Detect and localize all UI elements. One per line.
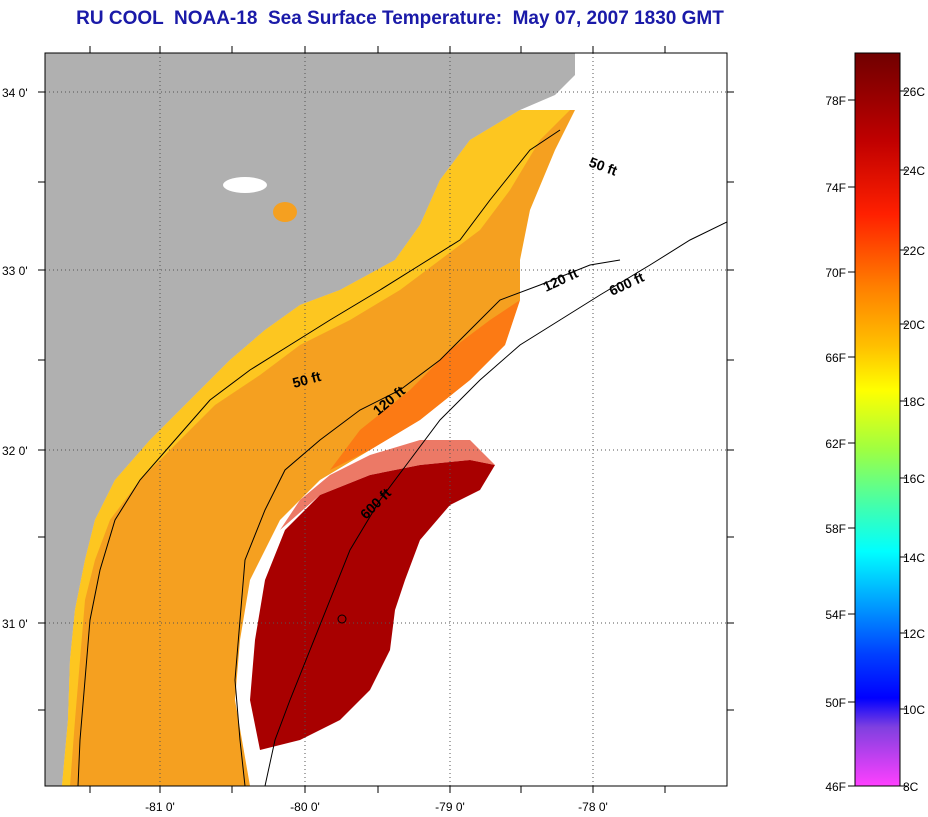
isobath-50ft [77,129,561,786]
colorbar-ticks [848,90,907,787]
cb-label-70f: 70F [825,266,846,280]
cb-label-78f: 78F [825,94,846,108]
isobath-120ft [234,259,621,786]
cb-label-14c: 14C [903,551,925,565]
map-area: 50 ft 120 ft 600 ft 50 ft 120 ft 600 ft [45,53,727,786]
cb-label-20c: 20C [903,318,925,332]
cb-label-58f: 58F [825,522,846,536]
inland-feature [223,177,267,193]
cb-label-12c: 12C [903,627,925,641]
isobaths [77,129,727,786]
graticule [45,53,727,786]
cb-label-74f: 74F [825,181,846,195]
lon-label-81: -81 0' [145,800,175,814]
cb-label-10c: 10C [903,703,925,717]
lat-label-33: 33 0' [2,264,28,278]
lon-label-80: -80 0' [290,800,320,814]
lat-label-31: 31 0' [2,617,28,631]
lon-label-78: -78 0' [578,800,608,814]
cb-label-16c: 16C [903,472,925,486]
cb-label-50f: 50F [825,696,846,710]
gulf-stream-edge [280,440,495,530]
contour-label-50ft-south: 50 ft [291,368,323,391]
gulf-stream [250,460,495,750]
map-title: RU COOL NOAA-18 Sea Surface Temperature:… [76,8,724,29]
lat-label-32: 32 0' [2,444,28,458]
cb-label-26c: 26C [903,85,925,99]
lon-label-79: -79 0' [435,800,465,814]
lat-label-34: 34 0' [2,86,28,100]
colorbar [854,52,901,787]
map-frame [44,52,728,787]
inland-lake [273,202,297,222]
cb-label-8c: 8C [903,780,919,794]
cb-label-54f: 54F [825,608,846,622]
isobath-600ft [264,221,727,786]
cb-label-66f: 66F [825,351,846,365]
shelf-water [62,110,575,786]
cb-label-22c: 22C [903,244,925,258]
cb-label-46f: 46F [825,780,846,794]
buoy-marker [337,614,347,624]
cb-label-24c: 24C [903,164,925,178]
map-ticks [38,46,734,793]
nearshore-yellow [62,110,570,786]
mid-shelf-orange [330,300,520,470]
land-mass [45,53,575,786]
cb-label-62f: 62F [825,437,846,451]
cb-label-18c: 18C [903,395,925,409]
